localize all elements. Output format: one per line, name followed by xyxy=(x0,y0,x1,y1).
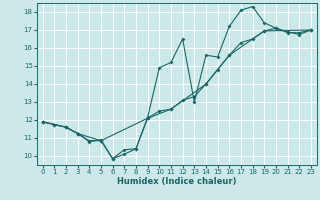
X-axis label: Humidex (Indice chaleur): Humidex (Indice chaleur) xyxy=(117,177,236,186)
